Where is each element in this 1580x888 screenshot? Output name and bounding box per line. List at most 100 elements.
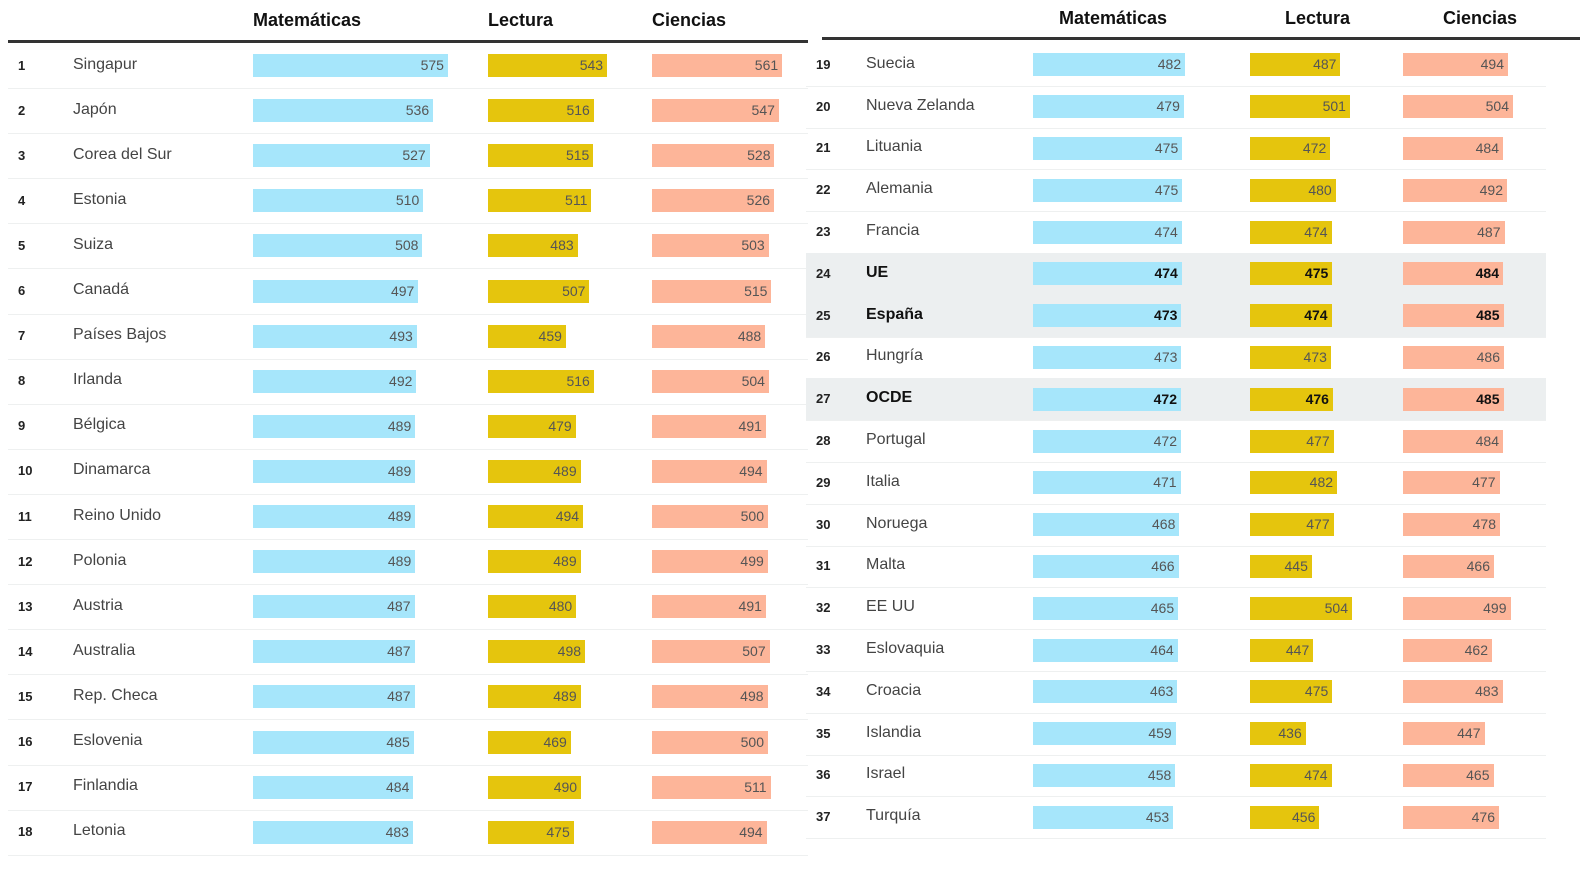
rank-label: 7 [18, 328, 26, 344]
header-rule [8, 40, 808, 43]
bar-lectura: 480 [488, 595, 577, 619]
bar-lectura: 516 [488, 369, 594, 393]
country-name: Eslovaquia [866, 640, 945, 658]
bar-lectura: 507 [488, 279, 590, 303]
bar-matematicas: 489 [253, 505, 416, 529]
rank-label: 31 [816, 558, 831, 574]
bar-matematicas: 453 [1033, 805, 1174, 829]
rank-label: 14 [18, 643, 33, 659]
bar-ciencias: 498 [652, 685, 768, 709]
bar-ciencias: 491 [652, 414, 766, 438]
bar-matematicas: 474 [1033, 220, 1182, 244]
bar-lectura: 482 [1250, 471, 1338, 495]
bar-ciencias: 483 [1403, 680, 1503, 704]
table-row: 33 Eslovaquia 464 447 462 [806, 629, 1546, 672]
table-row: 24 UE 474 475 484 [806, 253, 1546, 296]
table-row: 8 Irlanda 492 516 504 [8, 359, 808, 405]
bar-ciencias: 528 [652, 144, 775, 168]
table-row: 7 Países Bajos 493 459 488 [8, 314, 808, 360]
bar-ciencias: 484 [1403, 429, 1503, 453]
country-name: Corea del Sur [73, 145, 172, 163]
bar-ciencias: 486 [1403, 345, 1504, 369]
bar-matematicas: 473 [1033, 304, 1182, 328]
bar-matematicas: 472 [1033, 387, 1181, 411]
bar-lectura: 516 [488, 99, 594, 123]
rank-label: 17 [18, 779, 33, 795]
bar-ciencias: 485 [1403, 304, 1504, 328]
country-name: Malta [866, 556, 906, 574]
bar-lectura: 511 [488, 189, 592, 213]
table-row: 12 Polonia 489 489 499 [8, 539, 808, 586]
bar-ciencias: 526 [652, 189, 775, 213]
bar-lectura: 474 [1250, 304, 1332, 328]
bar-lectura: 474 [1250, 763, 1332, 787]
table-row: 17 Finlandia 484 490 511 [8, 765, 808, 811]
bar-ciencias: 492 [1403, 178, 1507, 202]
bar-matematicas: 475 [1033, 178, 1183, 202]
table-row: 36 Israel 458 474 465 [806, 755, 1546, 798]
table-row: 32 EE UU 465 504 499 [806, 587, 1546, 631]
table-row: 37 Turquía 453 456 476 [806, 796, 1546, 840]
bar-lectura: 456 [1250, 805, 1320, 829]
rank-label: 32 [816, 600, 831, 616]
bar-ciencias: 494 [652, 459, 767, 483]
bar-lectura: 469 [488, 730, 571, 754]
bar-lectura: 490 [488, 775, 582, 799]
table-row: 10 Dinamarca 489 489 494 [8, 449, 808, 495]
bar-lectura: 475 [1250, 680, 1333, 704]
bar-matematicas: 484 [253, 775, 414, 799]
bar-matematicas: 508 [253, 234, 423, 258]
table-row: 2 Japón 536 516 547 [8, 88, 808, 135]
rank-label: 20 [816, 98, 831, 114]
bar-matematicas: 485 [253, 730, 414, 754]
bar-ciencias: 507 [652, 640, 770, 664]
rank-label: 11 [18, 508, 32, 524]
country-name: Polonia [73, 551, 127, 569]
bar-ciencias: 499 [652, 550, 768, 574]
country-name: Irlanda [73, 371, 122, 389]
bar-ciencias: 485 [1403, 387, 1504, 411]
column-header: Ciencias [1443, 8, 1518, 28]
bar-ciencias: 488 [652, 324, 766, 348]
table-panel-1: Matemáticas Lectura Ciencias 1 Singapur 575 54… [8, 0, 808, 888]
country-name: Reino Unido [73, 506, 162, 524]
bar-lectura: 475 [488, 820, 574, 844]
country-name: Rep. Checa [73, 686, 158, 704]
bar-lectura: 476 [1250, 387, 1333, 411]
bar-matematicas: 458 [1033, 763, 1176, 787]
rank-label: 18 [18, 824, 33, 840]
bar-lectura: 477 [1250, 429, 1334, 453]
table-panel-2: Matemáticas Lectura Ciencias 19 Suecia 482 487… [806, 0, 1580, 888]
bar-matematicas: 489 [253, 550, 416, 574]
rank-label: 8 [18, 373, 26, 389]
country-name: Nueva Zelanda [866, 96, 975, 114]
rank-label: 37 [816, 809, 831, 825]
bar-matematicas: 483 [253, 820, 413, 844]
rank-label: 3 [18, 147, 26, 163]
bar-matematicas: 463 [1033, 680, 1178, 704]
rank-label: 5 [18, 237, 26, 253]
country-name: Austria [73, 596, 123, 614]
bar-matematicas: 489 [253, 414, 416, 438]
country-name: Estonia [73, 190, 127, 208]
rank-label: 24 [816, 265, 831, 281]
bar-lectura: 459 [488, 324, 566, 348]
bar-matematicas: 536 [253, 99, 434, 123]
column-header: Matemáticas [253, 10, 362, 30]
column-header: Ciencias [652, 10, 727, 30]
country-name: Eslovenia [73, 732, 143, 750]
bar-ciencias: 484 [1403, 262, 1503, 286]
bar-lectura: 477 [1250, 513, 1334, 537]
rank-label: 9 [18, 418, 26, 434]
bar-matematicas: 479 [1033, 95, 1184, 119]
table-row: 25 España 473 474 485 [806, 294, 1546, 338]
rank-label: 10 [18, 463, 33, 479]
bar-matematicas: 492 [253, 369, 417, 393]
bar-ciencias: 487 [1403, 220, 1505, 244]
bar-matematicas: 473 [1033, 345, 1182, 369]
bar-ciencias: 447 [1403, 722, 1485, 746]
table-row: 30 Noruega 468 477 478 [806, 504, 1546, 547]
rank-label: 21 [816, 140, 831, 156]
bar-ciencias: 499 [1403, 596, 1511, 620]
bar-matematicas: 482 [1033, 53, 1186, 77]
